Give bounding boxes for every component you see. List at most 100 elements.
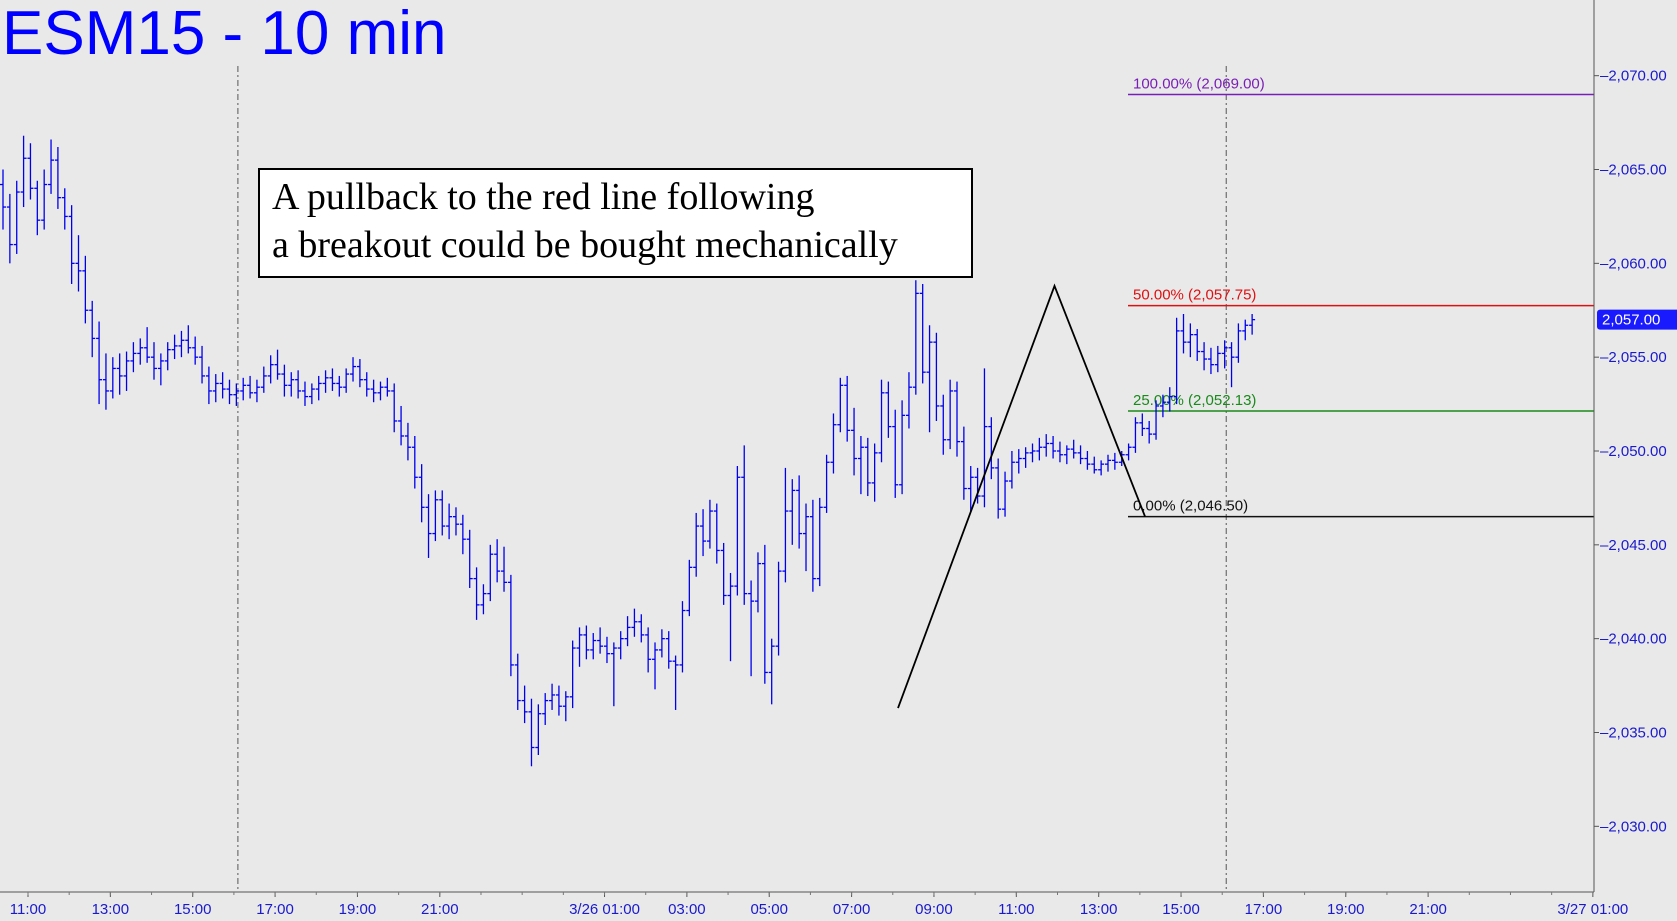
ohlc-bar — [274, 349, 281, 380]
ohlc-bar — [501, 546, 508, 592]
fib-level-label: 25.00% (2,052.13) — [1133, 392, 1256, 409]
x-tick-label: 3/27 01:00 — [1557, 901, 1628, 918]
ohlc-bar — [301, 381, 308, 406]
fibonacci-levels: 100.00% (2,069.00) 50.00% (2,057.75) 25.00… — [1128, 75, 1594, 518]
ohlc-bar — [356, 359, 363, 388]
ohlc-bar — [1166, 387, 1173, 412]
ohlc-bar — [96, 321, 103, 405]
x-tick-label: 05:00 — [750, 901, 788, 918]
ohlc-bar — [933, 332, 940, 421]
annotation-line: a breakout could be bought mechanically — [272, 224, 898, 266]
ohlc-bar — [645, 627, 652, 673]
ohlc-bar — [857, 435, 864, 495]
ohlc-bar — [109, 357, 116, 399]
ohlc-bar — [878, 379, 885, 463]
ohlc-bar — [617, 631, 624, 660]
ohlc-bar — [823, 454, 830, 513]
fib-level-label: 50.00% (2,057.75) — [1133, 287, 1256, 304]
ohlc-bar — [171, 334, 178, 360]
ohlc-bar — [123, 351, 130, 391]
ohlc-bar — [1050, 435, 1057, 459]
ohlc-bar — [782, 467, 789, 583]
ohlc-bar — [926, 325, 933, 433]
ohlc-bar — [748, 580, 755, 677]
ohlc-bar — [144, 327, 151, 363]
ohlc-bar — [466, 529, 473, 588]
ohlc-bar — [363, 372, 370, 397]
ohlc-bar — [1077, 445, 1084, 465]
ohlc-bar — [1214, 345, 1221, 373]
ohlc-bar — [947, 379, 954, 450]
ohlc-bar — [1008, 451, 1015, 489]
abc-pattern — [897, 283, 1146, 709]
ohlc-bar — [610, 642, 617, 707]
ohlc-bar — [178, 330, 185, 358]
ohlc-bar — [590, 633, 597, 660]
ohlc-bar — [521, 685, 528, 724]
ohlc-bar — [34, 180, 41, 236]
ohlc-bar — [54, 146, 61, 209]
ohlc-bar — [281, 364, 288, 397]
y-axis: –2,030.00 –2,035.00 –2,040.00 –2,045.00 –2,0… — [1593, 0, 1677, 892]
ohlc-bar — [555, 685, 562, 716]
ohlc-bar — [905, 372, 912, 429]
ohlc-bar — [494, 539, 501, 583]
ohlc-bar — [514, 653, 521, 710]
last-price-tag — [1597, 309, 1677, 330]
ohlc-bar — [13, 180, 20, 254]
ohlc-bar — [487, 544, 494, 602]
ohlc-bar — [322, 370, 329, 393]
ohlc-bar — [652, 642, 659, 690]
x-tick-label: 03:00 — [668, 901, 706, 918]
ohlc-bar — [480, 584, 487, 615]
ohlc-bar — [0, 169, 6, 230]
ohlc-bar — [775, 561, 782, 656]
ohlc-bar — [706, 499, 713, 549]
ohlc-bar — [1015, 449, 1022, 474]
ohlc-bar — [1187, 323, 1194, 358]
ohlc-bar — [446, 503, 453, 540]
ohlc-bar — [974, 467, 981, 504]
ohlc-bar — [720, 542, 727, 605]
ohlc-bar — [199, 345, 206, 384]
ohlc-bar — [967, 466, 974, 512]
y-tick-label: –2,060.00 — [1600, 255, 1667, 272]
ohlc-bar — [1063, 445, 1070, 465]
ohlc-bar — [336, 375, 343, 397]
ohlc-bar — [803, 503, 810, 572]
ohlc-bar — [535, 704, 542, 756]
y-tick-label: –2,045.00 — [1600, 537, 1667, 554]
ohlc-bar — [192, 336, 199, 365]
ohlc-bar — [130, 342, 137, 373]
y-tick-label: –2,050.00 — [1600, 443, 1667, 460]
x-tick-label: 11:00 — [998, 901, 1034, 918]
ohlc-bar — [418, 464, 425, 523]
ohlc-bar — [954, 381, 961, 457]
ohlc-bar — [1098, 460, 1105, 476]
ohlc-bar — [308, 383, 315, 405]
last-price-label: 2,057.00 — [1602, 312, 1660, 329]
ohlc-bar — [205, 366, 212, 405]
x-tick-label: 13:00 — [92, 901, 130, 918]
ohlc-bar — [576, 627, 583, 667]
ohlc-bar — [1201, 342, 1208, 371]
x-tick-label: 21:00 — [1409, 901, 1447, 918]
ohlc-bar — [1180, 314, 1187, 354]
ohlc-bar — [1235, 323, 1242, 363]
ohlc-bar — [583, 625, 590, 660]
ohlc-bar — [693, 512, 700, 577]
ohlc-bar — [459, 514, 466, 555]
ohlc-bar — [885, 381, 892, 438]
ohlc-bar — [48, 139, 55, 194]
y-tick-label: –2,065.00 — [1600, 162, 1667, 179]
ohlc-bar — [329, 368, 336, 391]
y-tick-label: –2,030.00 — [1600, 818, 1667, 835]
x-tick-label: 11:00 — [10, 901, 46, 918]
ohlc-bar — [665, 631, 672, 669]
ohlc-bar — [1153, 400, 1160, 440]
ohlc-bar — [1139, 413, 1146, 436]
ohlc-bar — [981, 368, 988, 508]
ohlc-bar — [1029, 443, 1036, 463]
